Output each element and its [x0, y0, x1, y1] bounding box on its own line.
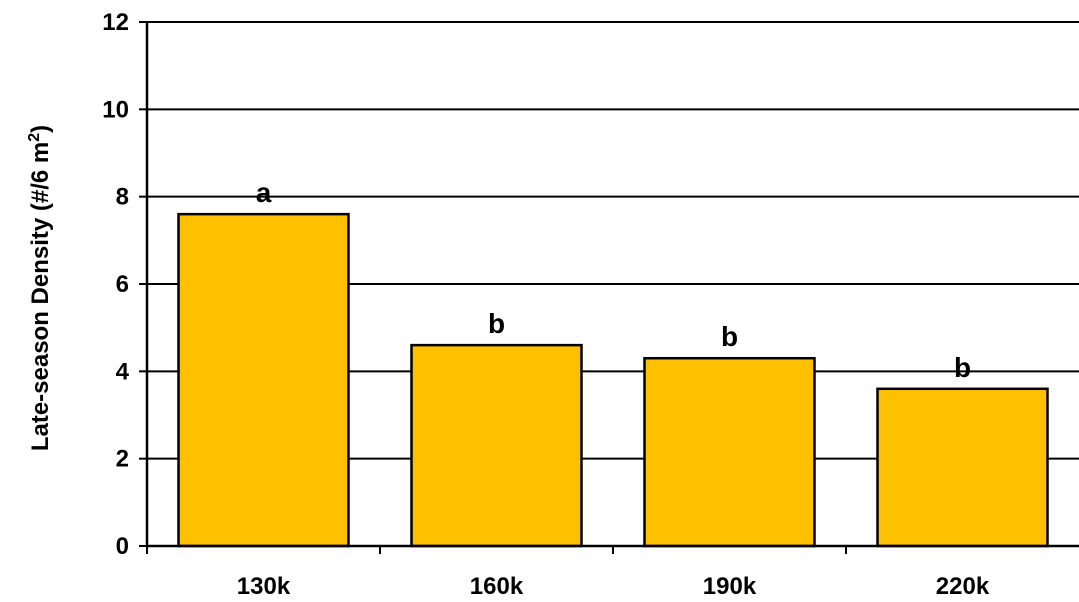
bar-data-label: b [721, 321, 738, 352]
y-tick-label: 6 [116, 271, 129, 298]
y-tick-label: 8 [116, 184, 129, 211]
y-axis-title: Late-season Density (#/6 m2) [26, 125, 54, 451]
y-tick-label: 2 [116, 446, 129, 473]
bar-data-label: b [488, 308, 505, 339]
x-tick-label: 160k [470, 573, 524, 600]
bar-data-label: a [256, 177, 272, 208]
labels: 0 2 4 6 8 10 12 a 130k b 160k b 190k b 220k [102, 9, 990, 600]
x-tick-label: 130k [237, 573, 291, 600]
bars [177, 212, 1049, 548]
bar-data-label: b [954, 352, 971, 383]
axes [139, 21, 1079, 554]
bar [876, 387, 1049, 548]
bar [177, 212, 350, 548]
y-tick-label: 10 [102, 96, 129, 123]
bar [410, 343, 583, 548]
y-tick-label: 0 [116, 533, 129, 560]
y-tick-label: 12 [102, 9, 129, 36]
bar [643, 356, 816, 548]
y-tick-label: 4 [116, 358, 130, 385]
x-tick-label: 190k [703, 573, 757, 600]
x-tick-label: 220k [936, 573, 990, 600]
